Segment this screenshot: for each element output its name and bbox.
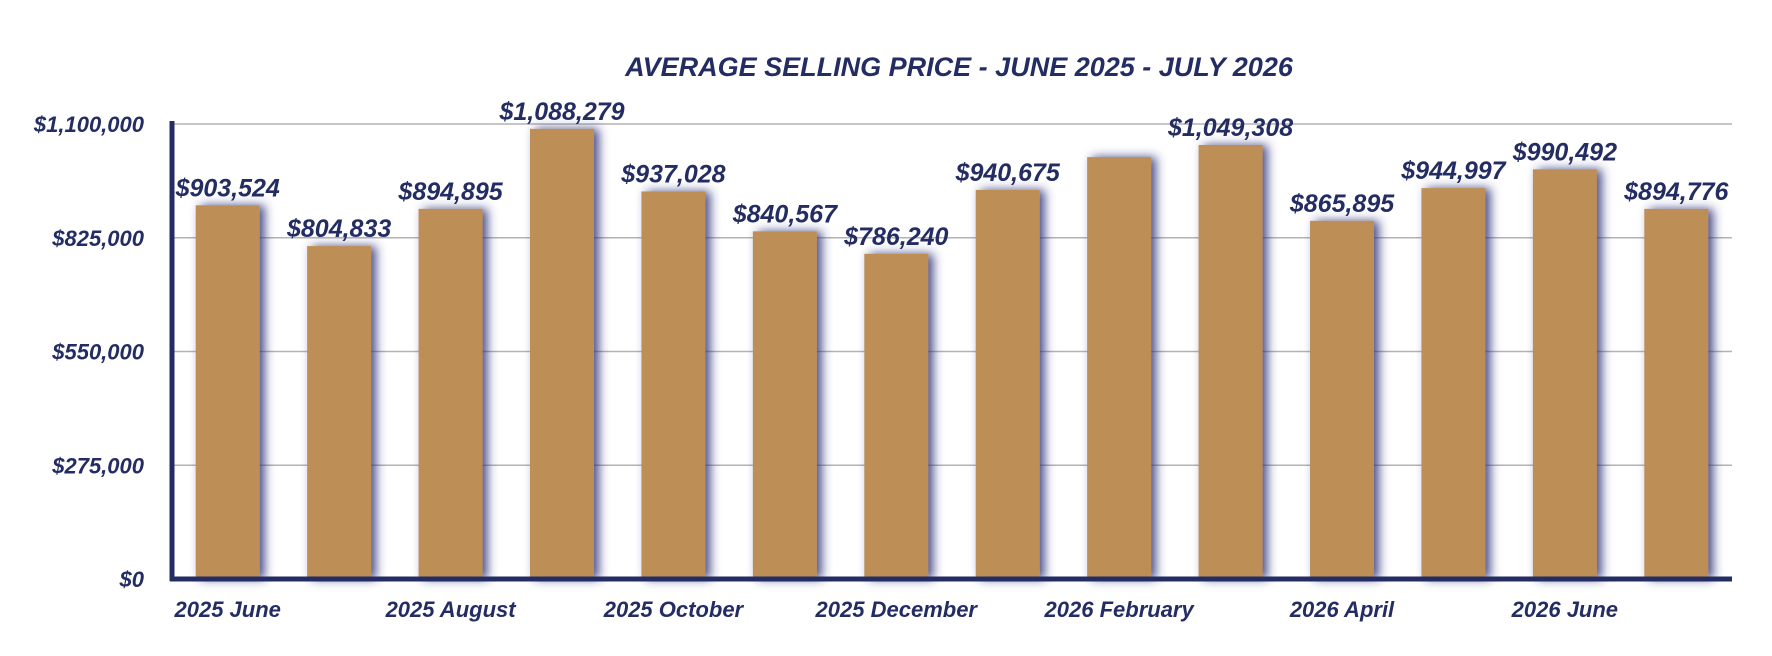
bar bbox=[195, 205, 260, 579]
data-label: $786,240 bbox=[843, 223, 948, 251]
y-tick-label: $0 bbox=[119, 567, 145, 592]
x-tick-label: 2026 February bbox=[1044, 597, 1196, 622]
y-tick-label: $1,100,000 bbox=[33, 112, 145, 137]
data-label: $940,675 bbox=[955, 159, 1061, 187]
data-label: $944,997 bbox=[1400, 157, 1506, 185]
bar bbox=[752, 231, 817, 580]
bar bbox=[530, 128, 594, 579]
data-label: $903,524 bbox=[175, 174, 280, 202]
bar bbox=[641, 191, 706, 580]
bar bbox=[1310, 220, 1374, 579]
bar bbox=[975, 189, 1040, 579]
data-label: $894,895 bbox=[397, 178, 503, 206]
data-label: $894,776 bbox=[1623, 178, 1729, 206]
data-label: $1,088,279 bbox=[498, 98, 624, 126]
y-tick-label: $825,000 bbox=[51, 226, 145, 251]
bar bbox=[418, 208, 483, 580]
bar bbox=[1644, 208, 1709, 579]
bar bbox=[1532, 169, 1597, 579]
data-label: $990,492 bbox=[1512, 138, 1617, 166]
bar bbox=[307, 246, 372, 579]
y-tick-label: $550,000 bbox=[51, 340, 145, 365]
x-tick-label: 2025 October bbox=[603, 597, 745, 622]
data-label: $804,833 bbox=[286, 215, 391, 243]
y-tick-label: $275,000 bbox=[51, 453, 145, 478]
bar bbox=[1198, 144, 1263, 579]
data-label: $1,049,308 bbox=[1167, 114, 1293, 142]
data-label: $937,028 bbox=[620, 160, 725, 188]
x-tick-label: 2025 June bbox=[174, 597, 281, 622]
bars bbox=[195, 128, 1709, 580]
bar bbox=[1421, 188, 1486, 580]
data-label: $840,567 bbox=[732, 200, 838, 228]
x-tick-label: 2026 April bbox=[1289, 597, 1395, 622]
x-tick-label: 2026 June bbox=[1511, 597, 1618, 622]
bar bbox=[864, 253, 929, 580]
labels: $0 $275,000 $550,000 $825,000 $1,100,000 $903… bbox=[33, 98, 1730, 622]
data-label: $865,895 bbox=[1289, 190, 1395, 218]
bar bbox=[1087, 157, 1152, 579]
axes bbox=[169, 121, 1732, 582]
chart-title: AVERAGE SELLING PRICE - JUNE 2025 - JULY… bbox=[624, 52, 1294, 82]
x-tick-label: 2025 August bbox=[385, 597, 518, 622]
x-tick-label: 2025 December bbox=[815, 597, 979, 622]
